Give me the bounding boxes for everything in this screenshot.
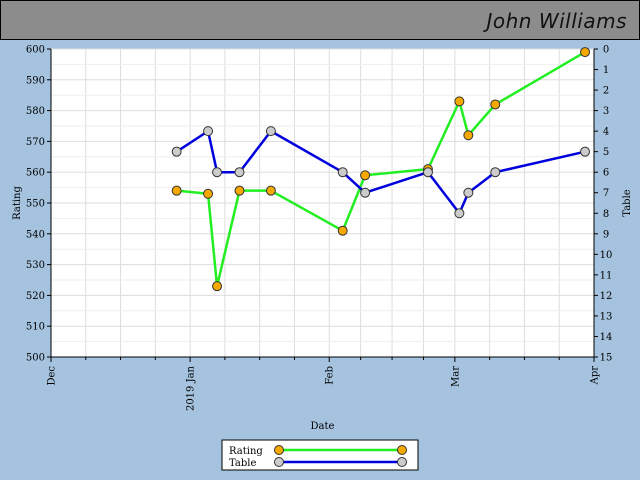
bottom-tick-label: Dec xyxy=(47,366,58,386)
header-bar: John Williams xyxy=(0,0,640,40)
data-point-table xyxy=(360,187,371,198)
data-point-rating xyxy=(212,281,223,292)
bottom-tick-label: 2019 Jan xyxy=(186,365,197,411)
legend-marker-table xyxy=(397,457,407,467)
series-line-table xyxy=(175,129,586,215)
data-point-rating xyxy=(454,96,465,107)
legend-marker-rating xyxy=(274,445,284,455)
data-point-table xyxy=(212,167,223,178)
right-tick-label: 8 xyxy=(603,209,609,220)
data-point-rating xyxy=(580,47,591,58)
data-point-table xyxy=(171,146,182,157)
data-point-table xyxy=(463,187,474,198)
legend-marker-rating xyxy=(397,445,407,455)
left-tick-label: 540 xyxy=(26,229,45,240)
data-point-rating xyxy=(337,225,348,236)
left-tick-label: 520 xyxy=(26,291,45,302)
left-tick-label: 590 xyxy=(26,75,45,86)
data-point-table xyxy=(234,167,245,178)
left-tick-label: 530 xyxy=(26,260,45,271)
left-tick-label: 560 xyxy=(26,168,45,179)
data-point-rating xyxy=(203,188,214,199)
legend-box xyxy=(221,439,419,471)
data-point-rating xyxy=(360,170,371,181)
left-tick-label: 510 xyxy=(26,322,45,333)
x-axis-title: Date xyxy=(311,421,335,432)
right-tick-label: 0 xyxy=(603,45,609,56)
bottom-tick-label: Mar xyxy=(450,366,461,387)
data-point-table xyxy=(337,167,348,178)
right-tick-label: 1 xyxy=(603,65,609,76)
right-tick-label: 10 xyxy=(600,250,613,261)
right-tick-label: 4 xyxy=(603,127,609,138)
left-tick-label: 570 xyxy=(26,137,45,148)
y-axis-title-right: Table xyxy=(622,189,633,216)
right-tick-label: 6 xyxy=(603,168,609,179)
right-tick-label: 7 xyxy=(603,188,609,199)
data-point-table xyxy=(422,167,433,178)
series-line-rating xyxy=(176,51,586,288)
data-point-table xyxy=(203,126,214,137)
data-point-rating xyxy=(463,130,474,141)
left-tick-label: 580 xyxy=(26,106,45,117)
data-point-rating xyxy=(171,185,182,196)
legend-label-rating: Rating xyxy=(229,446,263,457)
right-tick-label: 3 xyxy=(603,106,609,117)
left-tick-label: 500 xyxy=(26,353,45,364)
data-point-rating xyxy=(265,185,276,196)
bottom-tick-label: Apr xyxy=(590,366,601,386)
right-tick-label: 9 xyxy=(603,229,609,240)
data-point-table xyxy=(580,146,591,157)
left-tick-label: 550 xyxy=(26,199,45,210)
y-axis-title-left: Rating xyxy=(12,186,23,220)
player-name: John Williams xyxy=(486,9,627,33)
data-point-table xyxy=(490,167,501,178)
right-tick-label: 13 xyxy=(600,311,613,322)
data-point-rating xyxy=(234,185,245,196)
right-tick-label: 5 xyxy=(603,147,609,158)
right-tick-label: 15 xyxy=(600,353,613,364)
right-tick-label: 11 xyxy=(600,270,613,281)
right-tick-label: 14 xyxy=(600,332,613,343)
right-tick-label: 12 xyxy=(600,291,613,302)
data-point-rating xyxy=(490,99,501,110)
data-point-table xyxy=(265,126,276,137)
right-tick-label: 2 xyxy=(603,86,609,97)
data-point-table xyxy=(454,208,465,219)
legend-label-table: Table xyxy=(229,458,256,469)
left-tick-label: 600 xyxy=(26,45,45,56)
legend-marker-table xyxy=(274,457,284,467)
bottom-tick-label: Feb xyxy=(325,366,336,385)
